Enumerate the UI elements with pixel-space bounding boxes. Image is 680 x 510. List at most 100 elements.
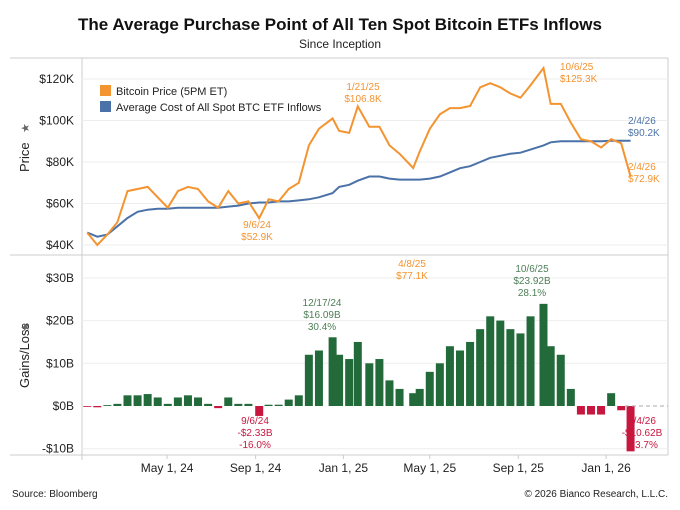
gain-bar xyxy=(345,359,354,406)
cost-line xyxy=(86,139,631,238)
annotation-label: -$2.33B xyxy=(237,428,272,439)
y-tick-label: $30B xyxy=(46,271,74,285)
x-tick-label: Sep 1, 25 xyxy=(493,461,545,475)
gain-bar xyxy=(123,395,132,406)
gain-bar xyxy=(224,397,233,406)
price-line xyxy=(86,65,632,247)
x-tick-label: May 1, 25 xyxy=(403,461,456,475)
gain-bar xyxy=(353,341,362,406)
annotation-label: 2/4/26 xyxy=(628,116,656,127)
legend-label-price: Bitcoin Price (5PM ET) xyxy=(116,86,227,98)
y-tick-label: -$10B xyxy=(42,442,74,456)
gain-bar xyxy=(415,388,424,406)
gain-bar xyxy=(264,404,273,406)
annotation-label: $90.2K xyxy=(628,128,660,139)
gain-bar xyxy=(425,371,434,406)
gain-bar xyxy=(183,395,192,406)
gain-bar xyxy=(526,316,535,406)
gain-bar xyxy=(103,405,112,406)
gain-bar xyxy=(546,346,555,406)
pin-icon[interactable]: ★ xyxy=(20,322,32,332)
gain-bar xyxy=(409,393,418,406)
y-tick-label: $120K xyxy=(39,72,74,86)
annotation-label: 28.1% xyxy=(518,288,546,299)
annotation-label: $125.3K xyxy=(560,74,598,85)
gain-bar xyxy=(456,350,465,406)
gain-bar xyxy=(314,350,323,406)
gain-bar xyxy=(486,316,495,406)
tick-labels: $40K $60K $80K $100K $120K -$10B $0B $10B $20B $3… xyxy=(39,72,631,475)
loss-bar xyxy=(586,406,595,415)
gain-loss-bars xyxy=(83,303,635,452)
gain-bar xyxy=(395,388,404,406)
y-tick-label: $20B xyxy=(46,314,74,328)
annotation-label: 2/4/26 xyxy=(628,162,656,173)
y-tick-label: $80K xyxy=(46,155,74,169)
gain-bar xyxy=(173,397,182,406)
gain-bar xyxy=(335,354,344,406)
annotation-label: -$10.62B xyxy=(622,428,663,439)
y-tick-label: $0B xyxy=(53,399,74,413)
gain-bar xyxy=(274,404,283,406)
gain-bar xyxy=(375,359,384,406)
gain-bar xyxy=(516,333,525,406)
gain-bar xyxy=(539,303,548,406)
y-tick-label: $60K xyxy=(46,197,74,211)
legend-swatch-price xyxy=(100,85,111,96)
chart-title: The Average Purchase Point of All Ten Sp… xyxy=(78,15,602,34)
loss-bar xyxy=(626,406,635,452)
annotation-label: 10/6/25 xyxy=(515,264,549,275)
gain-bar xyxy=(143,394,152,406)
gain-bar xyxy=(365,363,374,406)
annotation-label: -23.7% xyxy=(626,440,658,451)
x-tick-label: Jan 1, 25 xyxy=(319,461,369,475)
gain-bar xyxy=(328,337,337,406)
legend-label-cost: Average Cost of All Spot BTC ETF Inflows xyxy=(116,102,322,114)
annotation-label: $16.09B xyxy=(303,310,341,321)
gain-bar xyxy=(385,380,394,406)
gain-bar xyxy=(476,329,485,406)
gain-bar xyxy=(244,403,253,406)
loss-bar xyxy=(576,406,585,415)
gain-bar xyxy=(163,403,172,406)
gain-bar xyxy=(435,363,444,406)
gain-bar xyxy=(204,403,213,406)
loss-bar xyxy=(255,406,264,416)
annotation-label: $23.92B xyxy=(513,276,551,287)
loss-bar xyxy=(93,406,102,408)
gain-bar xyxy=(445,346,454,406)
chart-subtitle: Since Inception xyxy=(299,37,381,51)
gain-bar xyxy=(556,354,565,406)
annotation-label: 4/8/25 xyxy=(398,259,426,270)
annotation-label: 9/6/24 xyxy=(243,220,271,231)
gridlines xyxy=(82,78,668,450)
gains-axis-label: Gains/Loss xyxy=(17,322,32,388)
loss-bar xyxy=(597,406,606,415)
x-tick-label: May 1, 24 xyxy=(141,461,194,475)
annotation-label: $72.9K xyxy=(628,174,660,185)
annotation-label: $77.1K xyxy=(396,271,428,282)
gain-bar xyxy=(133,395,142,406)
annotation-label: 2/4/26 xyxy=(628,416,656,427)
annotation-label: -16.0% xyxy=(239,440,271,451)
gain-bar xyxy=(234,403,243,406)
gain-bar xyxy=(496,320,505,406)
gain-bar xyxy=(294,395,303,406)
copyright-note: © 2026 Bianco Research, L.L.C. xyxy=(524,489,668,500)
gain-bar xyxy=(284,399,293,406)
annotation-label: 12/17/24 xyxy=(303,298,342,309)
loss-bar xyxy=(214,406,223,409)
pin-icon[interactable]: ★ xyxy=(20,123,32,133)
loss-bar xyxy=(617,406,626,411)
y-tick-label: $40K xyxy=(46,238,74,252)
annotation-label: $52.9K xyxy=(241,232,273,243)
loss-bar xyxy=(83,406,92,407)
annotation-label: 10/6/25 xyxy=(560,62,594,73)
annotations: 9/6/24$52.9K1/21/25$106.8K4/8/25$77.1K10… xyxy=(237,62,662,451)
gain-bar xyxy=(194,397,203,406)
gain-bar xyxy=(566,388,575,406)
y-tick-label: $100K xyxy=(39,114,74,128)
gain-bar xyxy=(607,393,616,406)
annotation-label: 1/21/25 xyxy=(346,82,380,93)
